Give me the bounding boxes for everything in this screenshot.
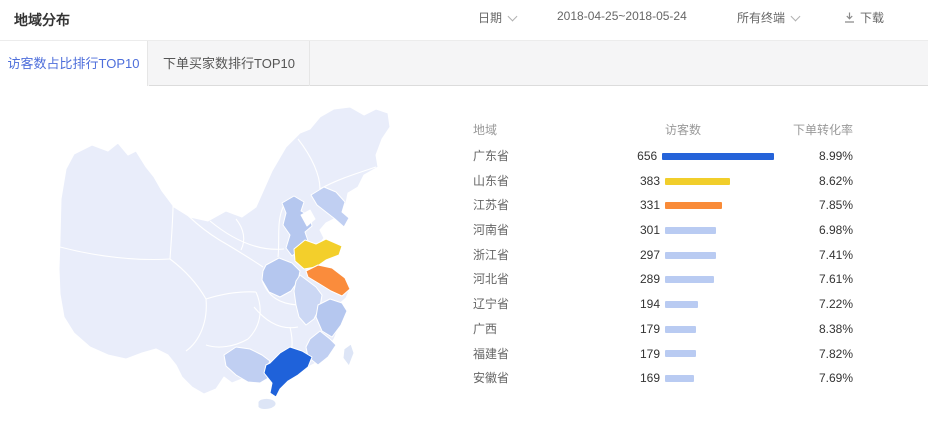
tab-buyer-ranking[interactable]: 下单买家数排行TOP10 — [149, 41, 310, 86]
china-map — [58, 98, 398, 418]
visitor-count: 169 — [639, 371, 660, 386]
visitor-bar — [665, 276, 714, 284]
conversion-rate: 7.41% — [818, 247, 853, 262]
region-name: 江苏省 — [473, 198, 510, 213]
visitor-count: 194 — [639, 297, 660, 312]
conversion-rate: 7.61% — [818, 272, 853, 287]
visitor-count: 297 — [639, 247, 660, 262]
download-icon — [845, 12, 854, 23]
tab-visitor-ranking[interactable]: 访客数占比排行TOP10 — [0, 41, 148, 86]
conversion-rate: 8.38% — [818, 321, 853, 336]
province-beijing[interactable] — [300, 209, 316, 227]
table-row: 山东省 383 8.62% — [473, 169, 853, 194]
region-name: 辽宁省 — [473, 297, 510, 312]
region-name: 安徽省 — [473, 371, 510, 386]
visitor-bar — [665, 300, 698, 308]
province-fujian[interactable] — [305, 330, 337, 366]
header-region: 地域 — [473, 123, 498, 137]
visitor-bar — [665, 202, 722, 210]
visitor-count: 331 — [639, 198, 660, 213]
tab-strip-underline — [149, 85, 928, 86]
province-anhui[interactable] — [293, 274, 323, 326]
table-row: 浙江省 297 7.41% — [473, 243, 853, 268]
region-name: 广西 — [473, 321, 498, 336]
table-header-row: 地域 访客数 下单转化率 — [473, 116, 853, 144]
terminal-filter-label: 所有终端 — [737, 11, 786, 25]
region-ranking-table: 地域 访客数 下单转化率 广东省 656 8.99% 山东省 383 8.62%… — [473, 116, 853, 391]
region-name: 福建省 — [473, 346, 510, 361]
visitor-count: 179 — [639, 346, 660, 361]
province-taiwan[interactable] — [342, 343, 355, 367]
visitor-count: 383 — [639, 173, 660, 188]
province-guangdong[interactable] — [263, 346, 313, 398]
visitor-bar — [665, 251, 716, 259]
download-button[interactable]: 下载 — [843, 9, 884, 26]
table-row: 江苏省 331 7.85% — [473, 193, 853, 218]
table-row: 河南省 301 6.98% — [473, 218, 853, 243]
province-hainan[interactable] — [257, 397, 277, 411]
visitor-bar — [665, 350, 696, 358]
visitor-bar — [665, 177, 730, 185]
visitor-count: 289 — [639, 272, 660, 287]
terminal-filter-dropdown[interactable]: 所有终端 — [737, 9, 801, 26]
header-conversion: 下单转化率 — [792, 123, 853, 137]
visitor-bar — [665, 226, 716, 234]
visitor-count: 179 — [639, 321, 660, 336]
header-visitors: 访客数 — [665, 123, 702, 137]
region-name: 河南省 — [473, 223, 510, 238]
conversion-rate: 7.69% — [818, 371, 853, 386]
chevron-down-icon — [790, 11, 801, 22]
conversion-rate: 7.82% — [818, 346, 853, 361]
region-name: 广东省 — [473, 149, 510, 163]
province-henan[interactable] — [261, 257, 301, 298]
table-row: 广东省 656 8.99% — [473, 144, 853, 169]
region-name: 浙江省 — [473, 247, 510, 262]
conversion-rate: 8.62% — [818, 173, 853, 188]
conversion-rate: 6.98% — [818, 223, 853, 238]
visitor-bar — [662, 152, 775, 160]
visitor-bar — [665, 325, 696, 333]
province-borders — [59, 138, 377, 362]
visitor-count: 301 — [639, 223, 660, 238]
download-label: 下载 — [860, 11, 885, 25]
table-row: 辽宁省 194 7.22% — [473, 292, 853, 317]
page-title: 地域分布 — [14, 12, 70, 28]
table-row: 河北省 289 7.61% — [473, 267, 853, 292]
table-row: 福建省 179 7.82% — [473, 342, 853, 367]
conversion-rate: 7.22% — [818, 297, 853, 312]
province-liaoning[interactable] — [310, 186, 350, 228]
conversion-rate: 7.85% — [818, 198, 853, 213]
conversion-rate: 8.99% — [818, 149, 853, 163]
date-filter-label: 日期 — [478, 11, 503, 25]
visitor-count: 656 — [637, 149, 658, 163]
province-shandong[interactable] — [293, 238, 343, 270]
province-jiangsu[interactable] — [305, 264, 351, 297]
tab-strip — [0, 40, 928, 86]
date-range-value[interactable]: 2018-04-25~2018-05-24 — [557, 9, 687, 23]
region-name: 河北省 — [473, 272, 510, 287]
chevron-down-icon — [507, 11, 518, 22]
province-zhejiang[interactable] — [315, 298, 348, 338]
visitor-bar — [665, 375, 694, 383]
region-name: 山东省 — [473, 173, 510, 188]
date-filter-dropdown[interactable]: 日期 — [478, 9, 518, 26]
table-row: 安徽省 169 7.69% — [473, 366, 853, 391]
table-row: 广西 179 8.38% — [473, 317, 853, 342]
